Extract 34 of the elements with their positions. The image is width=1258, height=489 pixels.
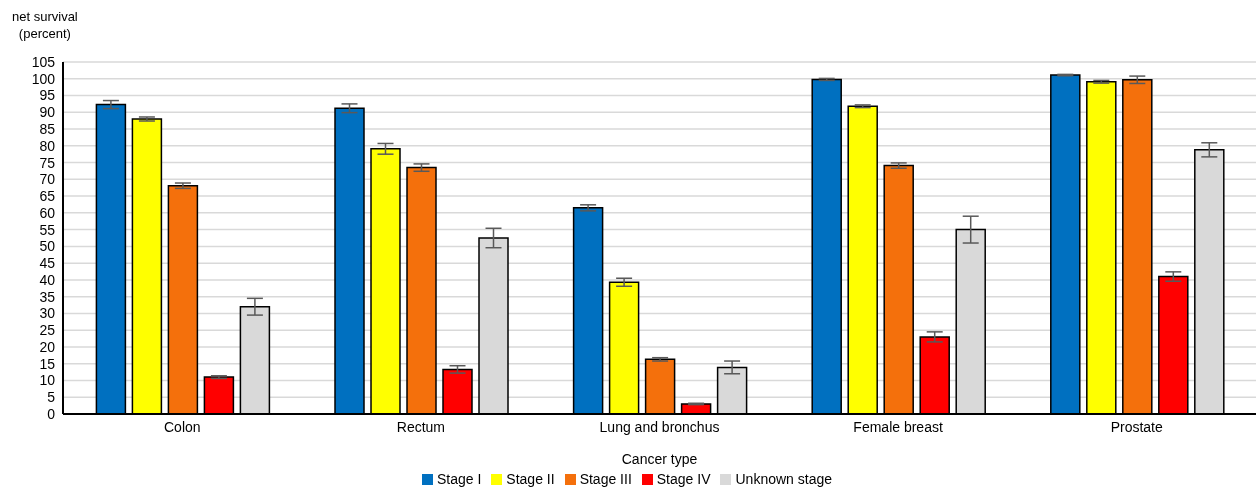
y-tick-label: 40: [39, 271, 56, 288]
legend-label: Unknown stage: [735, 471, 832, 487]
y-tick-label: 50: [39, 238, 56, 255]
y-tick-label: 105: [31, 53, 56, 70]
y-tick-label: 20: [39, 338, 56, 355]
y-tick-label: 0: [47, 405, 56, 422]
y-tick-label: 95: [39, 87, 56, 104]
y-tick-label: 30: [39, 305, 56, 322]
y-tick-label: 25: [39, 322, 56, 339]
legend-label: Stage I: [436, 471, 482, 487]
y-tick-label: 45: [39, 255, 56, 272]
y-tick-label: 70: [39, 171, 56, 188]
y-tick-label: 55: [39, 221, 56, 238]
x-tick-label: Lung and bronchus: [599, 418, 720, 435]
y-axis-title: net survival (percent): [12, 8, 78, 42]
y-tick-label: 65: [39, 188, 56, 205]
y-tick-label: 100: [31, 70, 56, 87]
y-tick-label: 75: [39, 154, 56, 171]
x-tick-label: Rectum: [396, 418, 446, 435]
y-tick-label: 85: [39, 121, 56, 138]
legend-label: Stage III: [579, 471, 632, 487]
x-tick-label: Female breast: [853, 418, 943, 435]
legend-label: Stage II: [506, 471, 555, 487]
y-tick-label: 15: [39, 355, 56, 372]
y-tick-label: 35: [39, 288, 56, 305]
x-tick-label: Colon: [164, 418, 201, 435]
y-tick-label: 80: [39, 137, 56, 154]
y-tick-label: 10: [39, 372, 56, 389]
y-tick-label: 5: [47, 389, 56, 406]
y-tick-label: 60: [39, 204, 56, 221]
x-tick-label: Prostate: [1110, 418, 1163, 435]
y-tick-label: 90: [39, 104, 56, 121]
legend-label: Stage IV: [656, 471, 711, 487]
x-axis-title: Cancer type: [621, 451, 698, 467]
